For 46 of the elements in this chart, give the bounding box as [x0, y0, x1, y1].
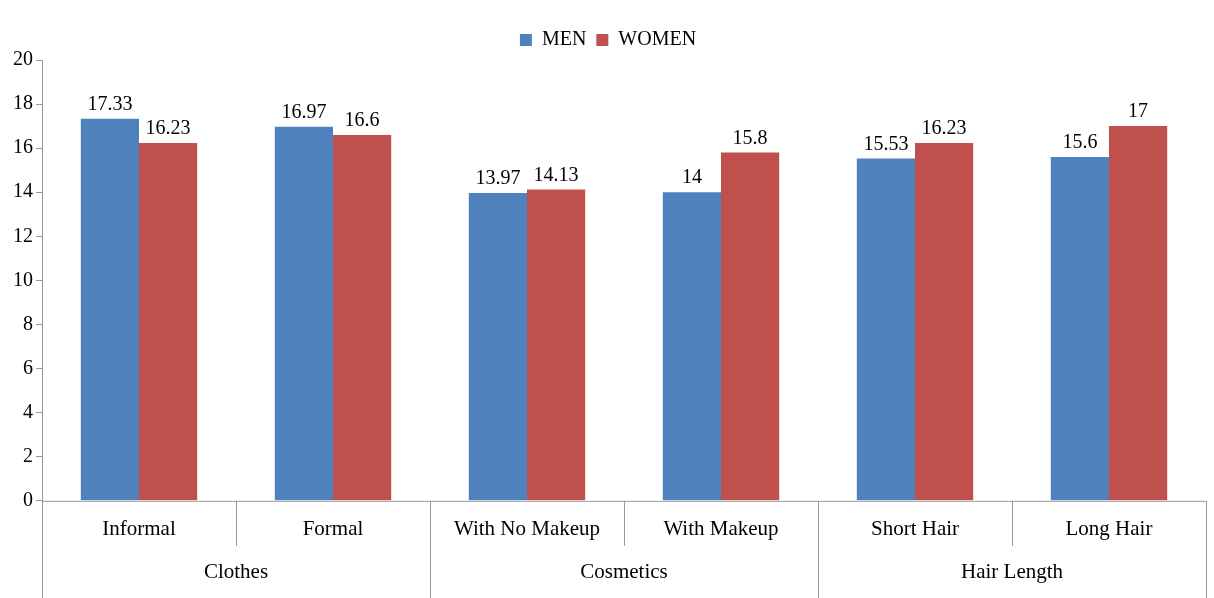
x-tick-label: With No Makeup — [453, 515, 601, 540]
bar — [333, 134, 392, 501]
data-label: 14 — [681, 165, 702, 188]
y-tick-label: 6 — [23, 355, 33, 378]
data-label: 15.6 — [1062, 130, 1098, 153]
bar — [139, 143, 198, 501]
bar — [527, 189, 586, 501]
bar — [1050, 156, 1109, 501]
y-tick-label: 14 — [13, 179, 33, 202]
legend-label: WOMEN — [618, 27, 697, 50]
data-label: 16.23 — [921, 116, 967, 139]
y-tick-label: 12 — [13, 223, 33, 246]
data-label: 16.97 — [281, 100, 327, 123]
bar — [274, 126, 333, 501]
y-tick-label: 18 — [13, 91, 33, 114]
data-label: 17.33 — [87, 92, 133, 115]
x-tick-label: Formal — [302, 515, 364, 540]
bar — [915, 143, 974, 501]
data-label: 14.13 — [533, 162, 579, 185]
legend-label: MEN — [541, 27, 587, 50]
y-tick-label: 8 — [23, 311, 33, 334]
y-tick-label: 10 — [13, 267, 33, 290]
bar — [662, 192, 721, 501]
text: Cosmetics — [580, 559, 668, 584]
y-tick-label: 20 — [13, 47, 33, 70]
bar — [80, 118, 139, 501]
bar — [721, 152, 780, 501]
x-tick-label: Short Hair — [870, 515, 960, 540]
y-tick-label: 2 — [23, 443, 33, 466]
data-label: 16.23 — [145, 116, 191, 139]
x-tick-label: Informal — [102, 515, 176, 540]
bar — [1109, 126, 1168, 501]
data-label: 15.53 — [863, 131, 909, 154]
y-tick-label: 16 — [13, 135, 33, 158]
text: Clothes — [203, 559, 269, 584]
x-tick-label: With Makeup — [663, 515, 779, 540]
y-tick-label: 4 — [23, 399, 33, 422]
data-label: 15.8 — [732, 125, 768, 148]
y-tick-label: 0 — [23, 488, 33, 511]
bar — [468, 192, 527, 501]
data-label: 13.97 — [475, 166, 521, 189]
bar — [856, 158, 915, 501]
data-label: 16.6 — [344, 108, 380, 131]
text: Hair Length — [960, 559, 1064, 584]
data-label: 17 — [1128, 99, 1149, 122]
x-tick-label: Long Hair — [1065, 515, 1153, 540]
